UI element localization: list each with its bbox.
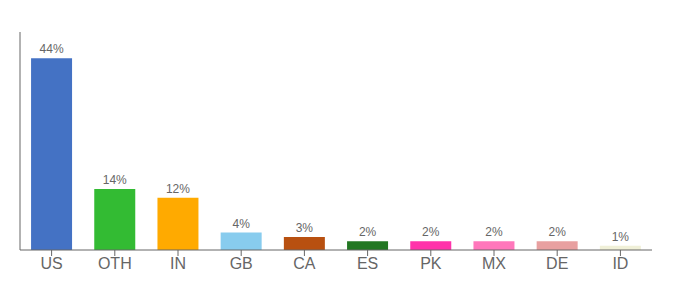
svg-text:44%: 44% (40, 42, 64, 56)
svg-text:12%: 12% (166, 182, 190, 196)
svg-text:2%: 2% (359, 225, 377, 239)
svg-text:1%: 1% (612, 230, 630, 244)
svg-text:2%: 2% (485, 225, 503, 239)
svg-text:ES: ES (357, 255, 378, 272)
svg-text:GB: GB (230, 255, 253, 272)
svg-text:US: US (40, 255, 62, 272)
svg-text:OTH: OTH (98, 255, 132, 272)
svg-text:IN: IN (170, 255, 186, 272)
svg-text:DE: DE (546, 255, 568, 272)
svg-text:MX: MX (482, 255, 506, 272)
svg-text:4%: 4% (232, 217, 250, 231)
svg-text:ID: ID (612, 255, 628, 272)
svg-text:14%: 14% (103, 173, 127, 187)
svg-text:PK: PK (420, 255, 442, 272)
svg-text:2%: 2% (422, 225, 440, 239)
svg-text:3%: 3% (296, 221, 314, 235)
svg-text:CA: CA (293, 255, 316, 272)
svg-text:2%: 2% (548, 225, 566, 239)
